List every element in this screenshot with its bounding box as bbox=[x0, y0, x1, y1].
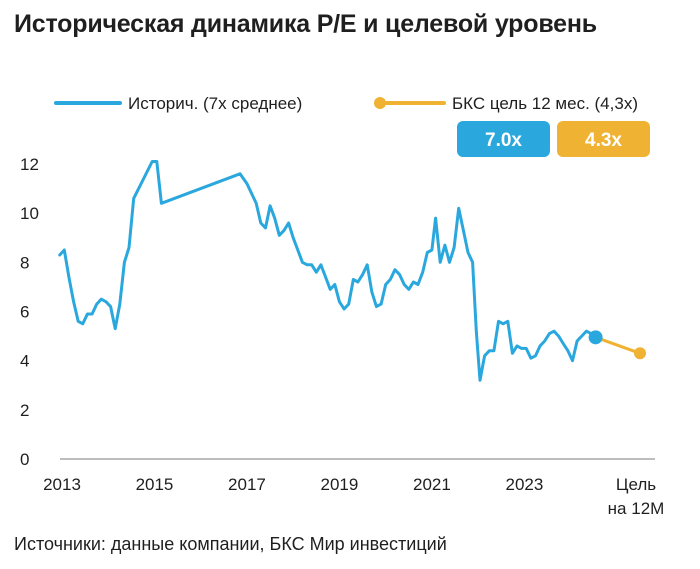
x-tick-label: 2017 bbox=[228, 475, 266, 494]
y-tick-label: 2 bbox=[20, 401, 29, 420]
y-axis-ticks: 0 2 4 6 8 10 12 bbox=[20, 155, 39, 469]
x-tick-label: 2023 bbox=[505, 475, 543, 494]
y-tick-label: 0 bbox=[20, 450, 29, 469]
legend-target-marker bbox=[374, 97, 386, 109]
y-tick-label: 6 bbox=[20, 303, 29, 322]
target-badge bbox=[557, 121, 650, 157]
chart-title: Историческая динамика P/E и целевой уров… bbox=[14, 10, 597, 38]
y-tick-label: 8 bbox=[20, 253, 29, 272]
history-badge-text: 7.0x bbox=[485, 130, 522, 151]
y-tick-label: 12 bbox=[20, 155, 39, 174]
x-tick-label: 2015 bbox=[136, 475, 174, 494]
target-badge-text: 4.3x bbox=[585, 130, 622, 151]
x-tick-label: 2021 bbox=[413, 475, 451, 494]
history-series-line bbox=[58, 160, 598, 382]
history-badge bbox=[457, 121, 550, 157]
y-tick-label: 10 bbox=[20, 204, 39, 223]
x-tick-label: Цель на 12М bbox=[608, 475, 665, 518]
source-note: Источники: данные компании, БКС Мир инве… bbox=[14, 534, 447, 554]
series-layer bbox=[58, 160, 646, 382]
x-tick-label: 2013 bbox=[43, 475, 81, 494]
y-tick-label: 4 bbox=[20, 352, 29, 371]
target-series-line bbox=[594, 335, 642, 355]
target-point bbox=[634, 347, 646, 360]
legend-history-label: Историч. (7х среднее) bbox=[128, 94, 302, 113]
history-end-point bbox=[588, 330, 603, 345]
legend-target-label: БКС цель 12 мес. (4,3х) bbox=[452, 94, 638, 113]
x-axis-ticks: 2013 2015 2017 2019 2021 2023 Цель на 12М bbox=[43, 475, 664, 518]
x-tick-label: 2019 bbox=[321, 475, 359, 494]
legend: Историч. (7х среднее) БКС цель 12 мес. (… bbox=[54, 94, 650, 157]
